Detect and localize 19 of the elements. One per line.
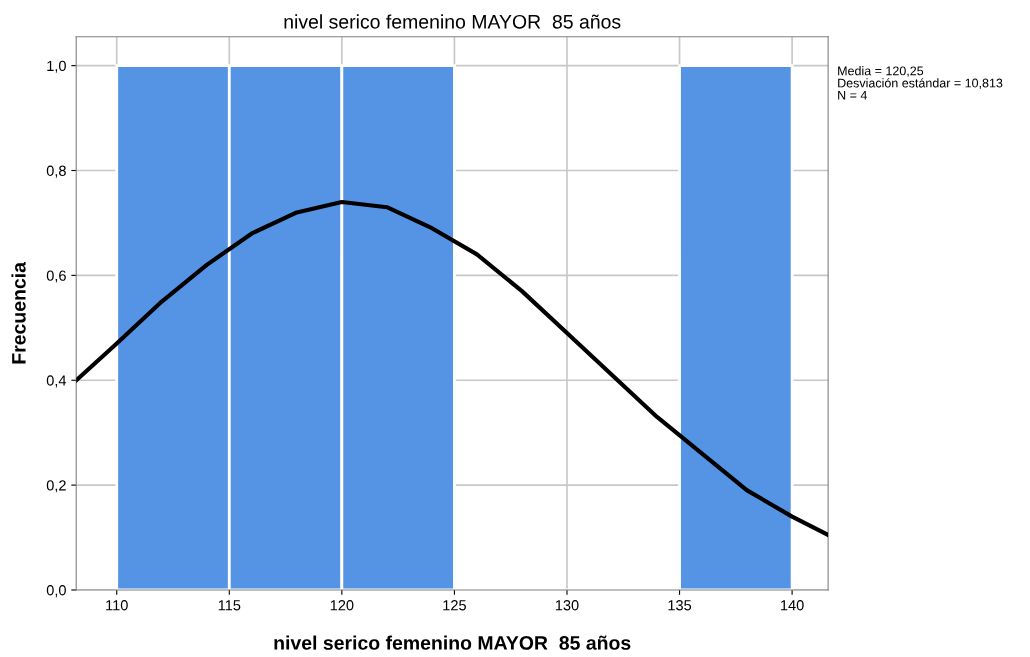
x-axis-title: nivel serico femenino MAYOR 85 años: [274, 635, 631, 650]
x-tick-label: 140: [781, 600, 804, 611]
x-tick-label: 115: [218, 600, 241, 611]
text: N = 4: [838, 90, 867, 100]
y-tick-label: 0,2: [46, 480, 66, 493]
text: Desviación estándar = 10,813: [838, 78, 1003, 89]
x-tick-label: 125: [443, 600, 466, 611]
y-axis-title: Frecuencia: [11, 261, 26, 364]
x-tick-label: 110: [106, 600, 128, 611]
y-tick-label: 0,6: [46, 270, 66, 283]
x-tick-label: 120: [330, 600, 354, 611]
text: Media = 120,25: [838, 66, 924, 77]
y-tick-label: 0,0: [46, 585, 66, 598]
y-tick-label: 0,8: [46, 165, 66, 178]
x-tick-label: 130: [555, 600, 579, 611]
y-tick-label: 1,0: [47, 60, 66, 73]
x-tick-label: 135: [668, 600, 692, 611]
chart-title: nivel serico femenino MAYOR 85 años: [284, 14, 621, 29]
y-tick-label: 0,4: [46, 375, 67, 388]
